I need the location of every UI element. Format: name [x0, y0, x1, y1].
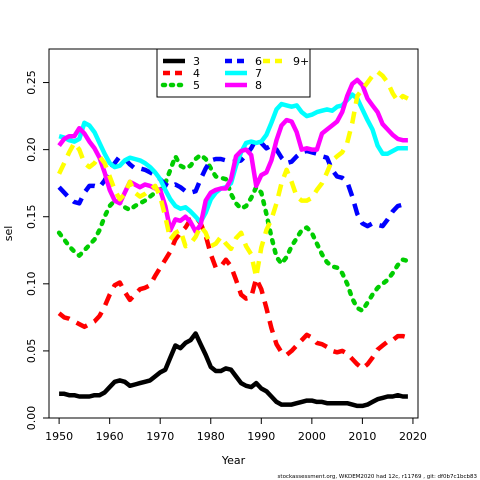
x-tick-label: 2010	[348, 430, 376, 443]
series-line-4	[57, 214, 409, 371]
x-axis: 1950 1960 1970 1980 1990 2000 2010 2020	[45, 418, 427, 443]
y-tick-label: 0.25	[25, 70, 38, 95]
x-tick-label: 2020	[399, 430, 427, 443]
x-tick-label: 1970	[146, 430, 174, 443]
y-tick-label: 0.20	[25, 137, 38, 162]
x-tick-label: 1950	[45, 430, 73, 443]
legend-label-3: 3	[193, 55, 200, 68]
series-layer	[56, 69, 411, 409]
legend-items: 345 678 9+	[160, 55, 309, 92]
y-tick-label: 0.00	[25, 406, 38, 431]
y-tick-label: 0.05	[25, 339, 38, 364]
legend-label-7: 7	[255, 67, 262, 80]
series-line-9plus	[57, 69, 409, 280]
legend-label-8: 8	[255, 79, 262, 92]
plot-area-frame	[48, 48, 419, 419]
series-line-8	[57, 77, 408, 234]
legend: 345 678 9+	[156, 48, 311, 98]
y-tick-label: 0.10	[25, 272, 38, 297]
y-tick-label: 0.15	[25, 204, 38, 229]
x-axis-title: Year	[221, 454, 246, 467]
x-tick-label: 1960	[96, 430, 124, 443]
x-tick-label: 2000	[298, 430, 326, 443]
legend-label-6: 6	[255, 55, 262, 68]
legend-label-5: 5	[193, 79, 200, 92]
series-line-3	[59, 331, 408, 409]
legend-label-9plus: 9+	[293, 55, 309, 68]
legend-label-4: 4	[193, 67, 200, 80]
x-tick-label: 1990	[247, 430, 275, 443]
x-tick-label: 1980	[197, 430, 225, 443]
y-axis: 0.00 0.05 0.10 0.15 0.20 0.25	[25, 70, 49, 430]
footnote: stockassessment.org, WKDEM2020 had 12c, …	[278, 474, 478, 480]
y-axis-title: sel	[2, 226, 15, 242]
